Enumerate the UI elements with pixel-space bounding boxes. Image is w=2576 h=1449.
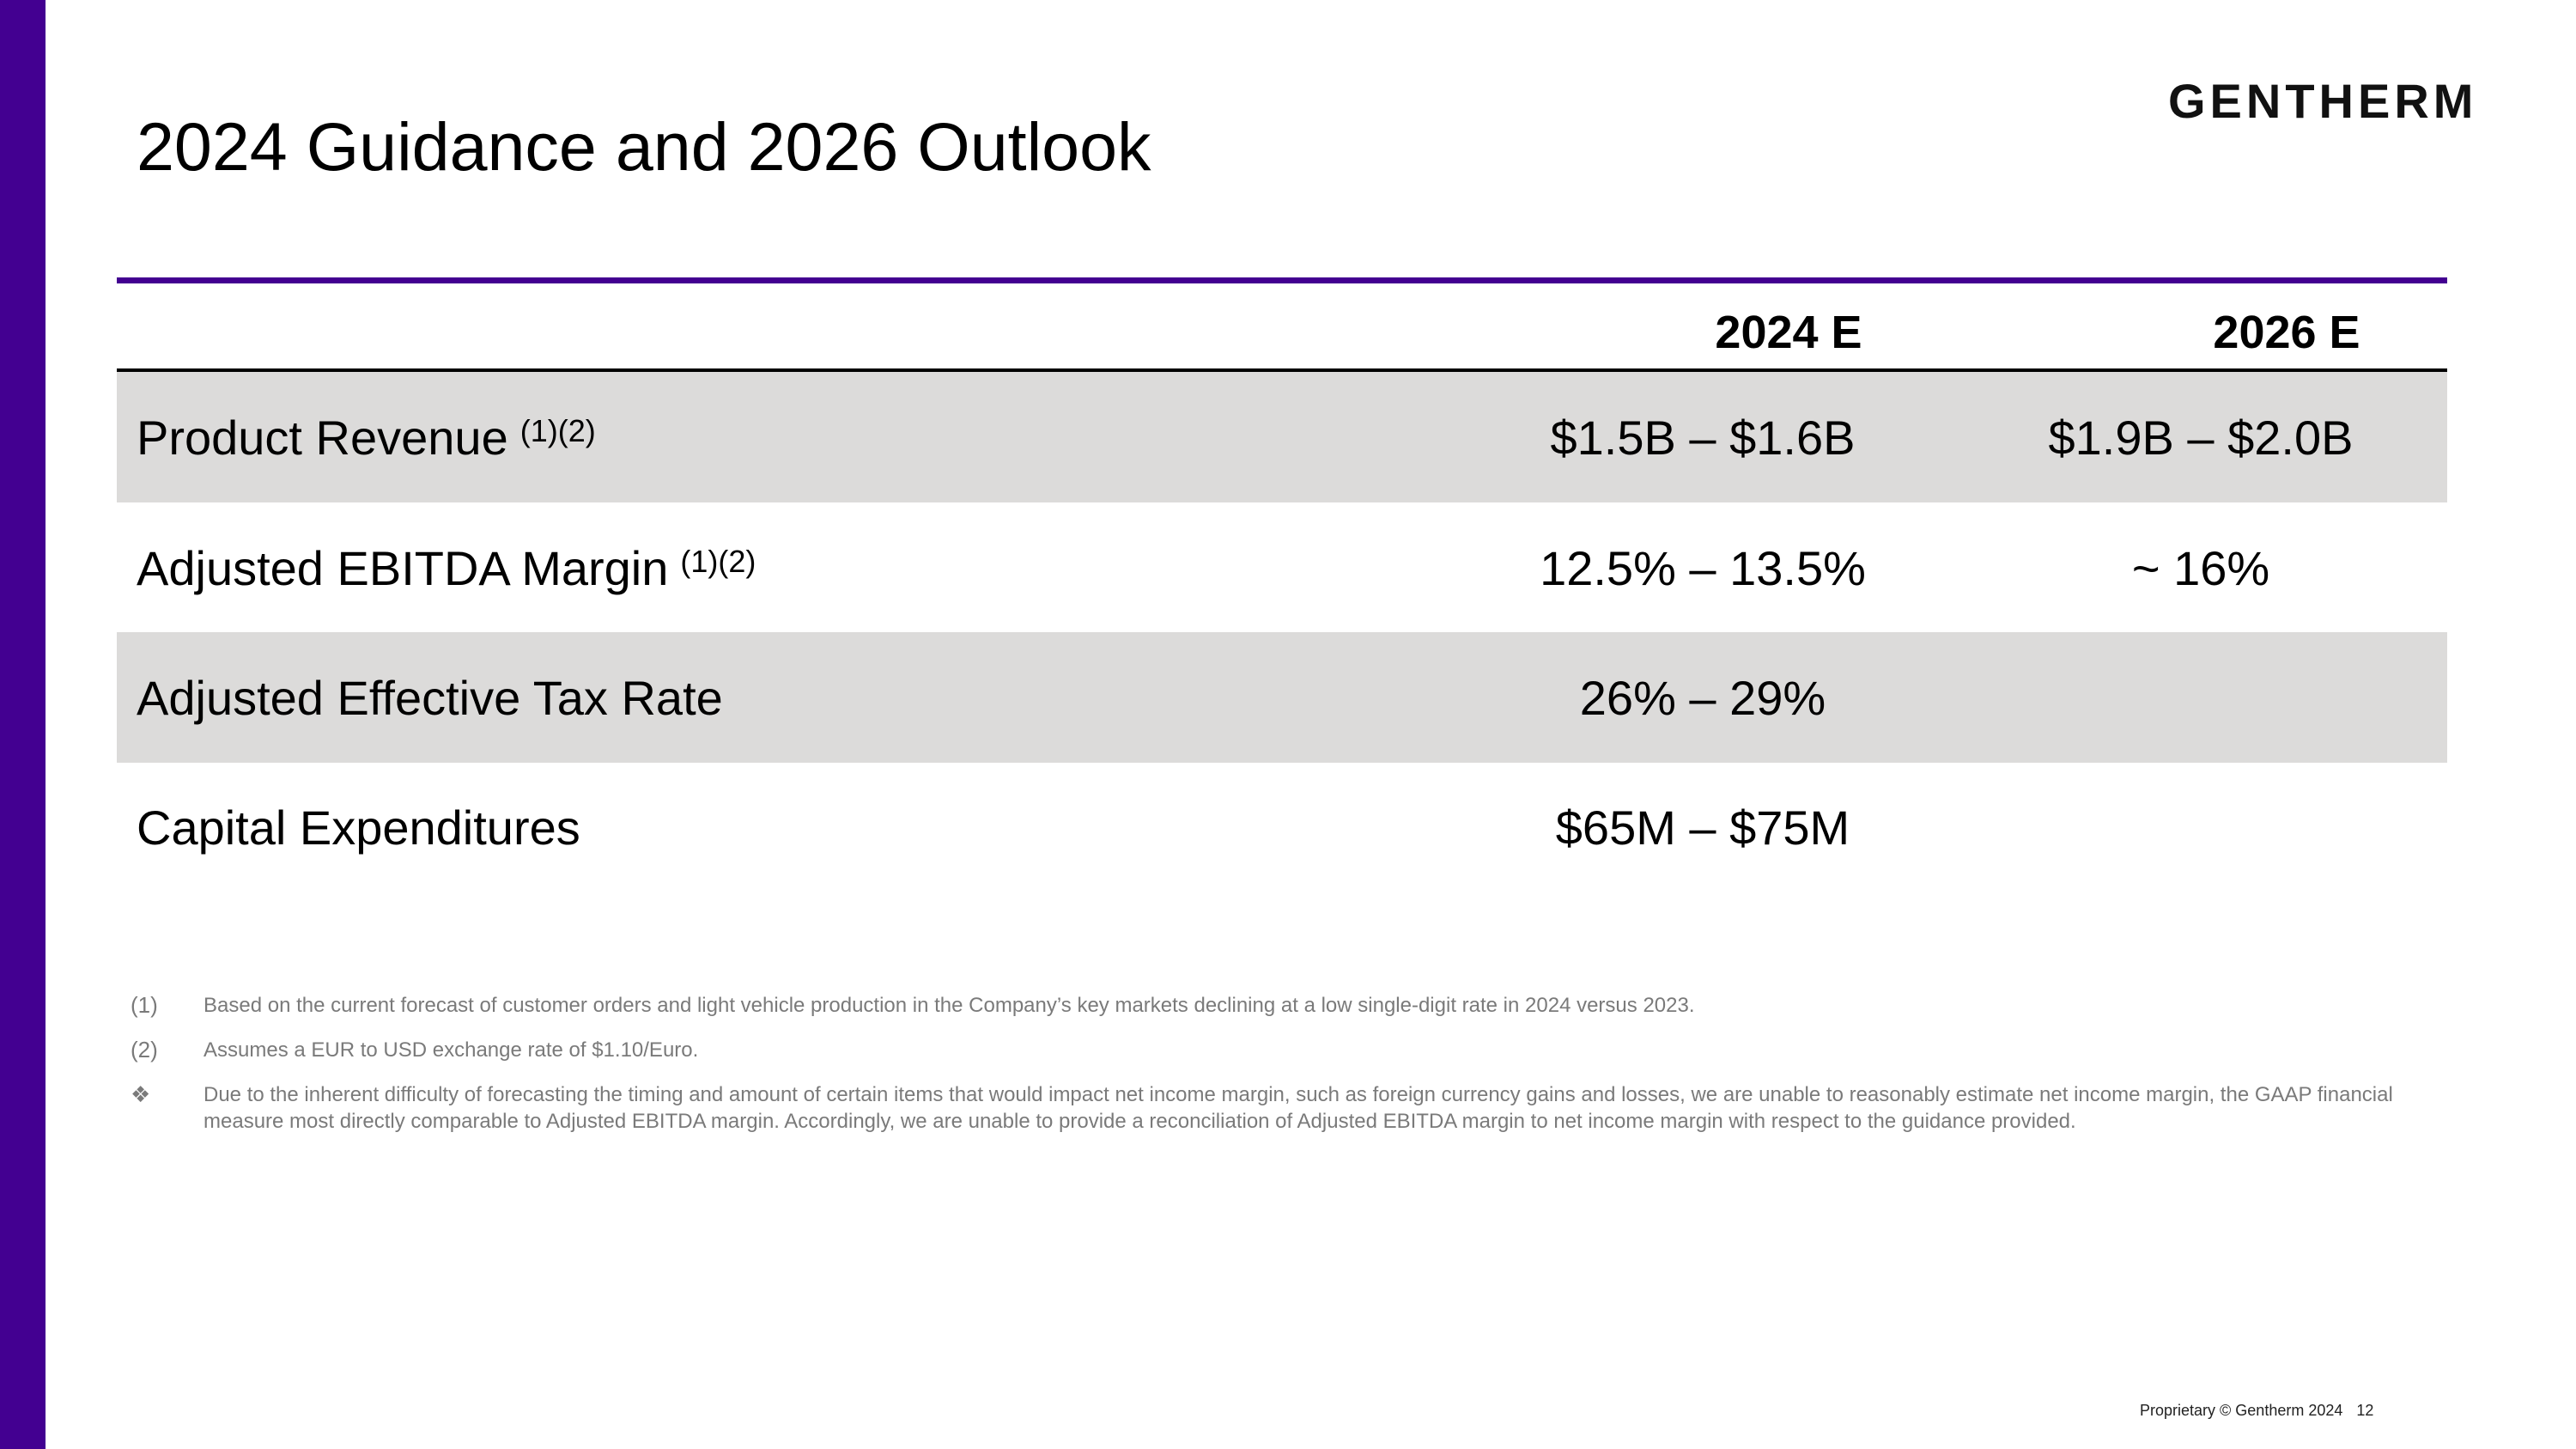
row-label: Capital Expenditures (137, 800, 580, 856)
footnote: (2) Assumes a EUR to USD exchange rate o… (131, 1037, 2449, 1063)
footnote-refs: (1)(2) (519, 413, 596, 448)
value-2026: $1.9B – $2.0B (2048, 411, 2354, 465)
table-top-rule (117, 277, 2447, 283)
footnote-text: Due to the inherent difficulty of foreca… (204, 1083, 2393, 1133)
value-2024: $65M – $75M (1555, 801, 1850, 855)
value-2024: $1.5B – $1.6B (1550, 411, 1856, 465)
footnote-text: Assumes a EUR to USD exchange rate of $1… (204, 1038, 699, 1062)
table-header-row: 2024 E 2026 E (117, 283, 2447, 369)
row-label: Adjusted EBITDA Margin (1)(2) (137, 540, 756, 597)
table-row-product-revenue: Product Revenue (1)(2) $1.5B – $1.6B $1.9… (117, 372, 2447, 502)
value-2024: 26% – 29% (1579, 671, 1826, 725)
row-label: Product Revenue (1)(2) (137, 410, 596, 466)
row-label-text: Product Revenue (137, 411, 508, 465)
column-header-2026: 2026 E (2213, 307, 2360, 358)
diamond-bullet-icon: ❖ (131, 1081, 151, 1107)
table-row-adjusted-effective-tax-rate: Adjusted Effective Tax Rate 26% – 29% (117, 632, 2447, 763)
gentherm-logo: GENTHERM (2168, 74, 2478, 128)
footnote-text: Based on the current forecast of custome… (204, 994, 1695, 1017)
footnote-marker: (2) (131, 1037, 158, 1062)
column-header-2024: 2024 E (1715, 307, 1862, 358)
footnote-refs: (1)(2) (680, 544, 756, 579)
footnote: (1) Based on the current forecast of cus… (131, 992, 2449, 1019)
footnote: ❖ Due to the inherent difficulty of fore… (131, 1081, 2449, 1135)
row-label-text: Capital Expenditures (137, 801, 580, 855)
footnotes: (1) Based on the current forecast of cus… (131, 992, 2449, 1153)
row-label-text: Adjusted EBITDA Margin (137, 541, 669, 595)
value-2026: ~ 16% (2131, 541, 2270, 595)
value-2024: 12.5% – 13.5% (1540, 541, 1866, 595)
footer: Proprietary © Gentherm 2024 12 (2140, 1402, 2373, 1420)
row-label-text: Adjusted Effective Tax Rate (137, 671, 723, 725)
table-row-adjusted-ebitda-margin: Adjusted EBITDA Margin (1)(2) 12.5% – 13.… (117, 502, 2447, 633)
table-row-capital-expenditures: Capital Expenditures $65M – $75M (117, 762, 2447, 892)
footer-copyright: Proprietary © Gentherm 2024 (2140, 1402, 2343, 1419)
page-number: 12 (2356, 1402, 2374, 1419)
table-header-rule (117, 368, 2447, 372)
left-accent-bar (0, 0, 46, 1449)
page-title: 2024 Guidance and 2026 Outlook (137, 108, 1151, 185)
row-label: Adjusted Effective Tax Rate (137, 670, 723, 727)
footnote-marker: (1) (131, 992, 158, 1018)
